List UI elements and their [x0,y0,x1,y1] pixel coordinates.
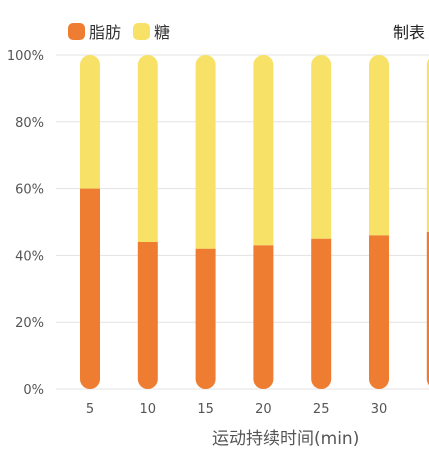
bar-sugar-5 [80,55,100,189]
y-tick-label-2: 40% [15,249,44,264]
x-axis-label: 运动持续时间(min) [212,429,360,449]
x-tick-label-15: 15 [197,402,214,417]
bar-fat-30 [369,235,389,389]
bar-fat-15 [195,248,216,389]
corner-label: 制表 [392,23,425,42]
bar-fat-20 [253,245,274,389]
bar-sugar-15 [195,55,216,249]
y-tick-label-5: 100% [7,49,44,64]
y-tick-label-3: 60% [15,183,44,198]
x-tick-label-5: 5 [86,402,94,417]
x-tick-label-10: 10 [140,402,157,417]
x-tick-label-25: 25 [313,402,330,417]
bar-sugar-10 [137,55,158,243]
bar-fat-10 [137,242,158,389]
legend-item-fat[interactable]: 脂肪 [68,19,121,43]
y-tick-label-4: 80% [15,116,44,131]
legend-swatch-sugar [133,22,151,40]
bar-fat-5 [80,188,100,389]
y-tick-label-1: 20% [15,316,44,331]
x-tick-label-30: 30 [371,402,388,417]
legend-label-sugar: 糖 [154,23,171,42]
bar-sugar-20 [253,55,274,246]
legend: 脂肪 糖 [68,19,170,43]
y-tick-label-0: 0% [23,383,44,398]
bar-sugar-25 [311,55,332,239]
x-tick-label-20: 20 [255,402,272,417]
bar-sugar-30 [369,55,389,236]
legend-label-fat: 脂肪 [89,23,122,42]
bar-fat-partial [426,232,429,386]
bar-fat-25 [311,238,332,389]
legend-item-sugar[interactable]: 糖 [133,19,170,43]
bar-sugar-partial [426,58,429,233]
legend-swatch-fat [68,22,85,40]
